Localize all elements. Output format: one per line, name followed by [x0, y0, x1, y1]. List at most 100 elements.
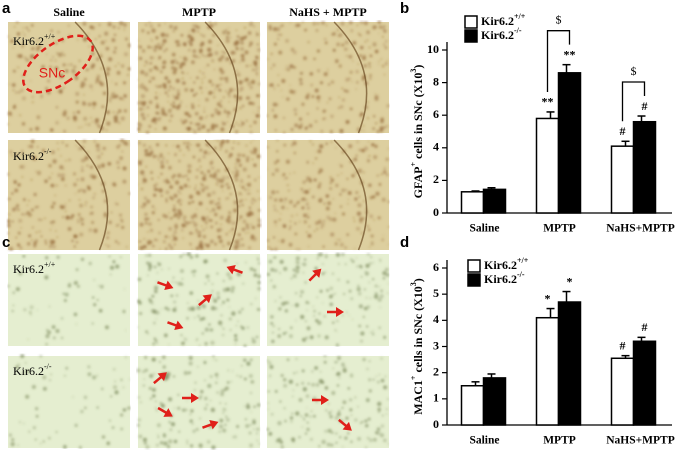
texture-dot — [200, 78, 203, 81]
texture-dot — [287, 189, 290, 192]
texture-dot — [160, 32, 165, 37]
texture-dot — [7, 111, 12, 116]
texture-dot — [293, 107, 298, 112]
y-label-part: MAC1 — [411, 380, 425, 415]
texture-dot — [24, 361, 27, 365]
texture-dot — [255, 32, 260, 37]
texture-dot — [329, 130, 333, 134]
texture-dot — [311, 95, 315, 99]
texture-dot — [120, 138, 125, 143]
texture-dot — [306, 160, 310, 164]
texture-dot — [311, 382, 315, 387]
texture-dot — [179, 56, 182, 58]
texture-dot — [324, 271, 327, 274]
texture-dot — [214, 244, 217, 247]
texture-dot — [142, 181, 145, 184]
texture-dot — [136, 368, 141, 373]
label-sup: -/- — [514, 26, 522, 35]
texture-dot — [250, 380, 255, 384]
texture-dot — [52, 220, 56, 224]
texture-dot — [359, 34, 362, 37]
texture-dot — [375, 122, 378, 125]
texture-dot — [189, 231, 193, 235]
texture-dot — [39, 442, 42, 445]
texture-dot — [151, 211, 155, 215]
texture-dot — [282, 224, 287, 228]
texture-dot — [199, 48, 204, 52]
texture-dot — [35, 126, 40, 131]
texture-dot — [113, 33, 117, 36]
texture-dot — [17, 208, 20, 212]
texture-dot — [375, 375, 377, 378]
texture-dot — [330, 114, 334, 119]
texture-dot — [42, 375, 47, 380]
texture-dot — [151, 294, 155, 298]
texture-dot — [335, 343, 340, 347]
texture-dot — [332, 217, 337, 222]
texture-dot — [165, 144, 168, 147]
texture-dot — [243, 184, 245, 186]
texture-dot — [303, 258, 307, 261]
texture-dot — [204, 327, 209, 332]
texture-dot — [228, 216, 230, 219]
texture-dot — [248, 192, 251, 195]
texture-dot — [94, 120, 99, 125]
texture-dot — [57, 31, 60, 34]
texture-dot — [298, 77, 303, 82]
texture-dot — [151, 118, 155, 123]
texture-dot — [187, 306, 192, 311]
texture-dot — [295, 269, 300, 274]
texture-dot — [301, 426, 304, 428]
texture-dot — [366, 117, 370, 120]
texture-dot — [251, 197, 255, 201]
texture-dot — [16, 54, 20, 58]
texture-dot — [309, 437, 313, 441]
texture-dot — [301, 206, 305, 210]
texture-dot — [48, 244, 53, 249]
texture-dot — [226, 175, 230, 179]
texture-dot — [62, 86, 65, 89]
label-base: Kir6.2 — [13, 34, 44, 48]
texture-dot — [173, 243, 176, 246]
texture-dot — [218, 197, 221, 201]
texture-dot — [69, 215, 74, 220]
bar — [535, 316, 560, 426]
texture-dot — [226, 56, 230, 61]
texture-dot — [318, 444, 321, 448]
texture-dot — [158, 57, 161, 60]
texture-dot — [323, 314, 326, 318]
texture-dot — [18, 67, 20, 69]
texture-dot — [175, 78, 180, 83]
texture-dot — [222, 407, 227, 412]
texture-dot — [348, 314, 350, 317]
texture-dot — [51, 55, 55, 59]
texture-dot — [256, 256, 259, 258]
texture-dot — [373, 437, 377, 442]
texture-dot — [110, 211, 113, 214]
texture-dot — [270, 412, 274, 416]
arrow-head — [202, 294, 212, 304]
texture-dot — [234, 343, 237, 345]
texture-dot — [62, 112, 67, 117]
texture-dot — [291, 412, 294, 415]
texture-dot — [216, 111, 221, 116]
texture-dot — [145, 330, 148, 334]
texture-dot — [245, 225, 250, 230]
texture-dot — [167, 445, 171, 449]
texture-dot — [325, 194, 330, 198]
label-sup: +/+ — [44, 32, 56, 41]
texture-dot — [220, 304, 222, 306]
texture-dot — [230, 285, 236, 290]
texture-dot — [323, 72, 328, 77]
texture-dot — [107, 161, 112, 166]
texture-dot — [215, 84, 220, 88]
texture-dot — [241, 227, 246, 232]
texture-dot — [225, 35, 229, 39]
texture-dot — [202, 304, 207, 309]
texture-dot — [96, 374, 99, 377]
texture-dot — [294, 232, 298, 236]
texture-dot — [289, 225, 292, 228]
texture-dot — [326, 288, 329, 292]
x-tick-label: Saline — [469, 223, 499, 235]
texture-dot — [198, 395, 202, 399]
